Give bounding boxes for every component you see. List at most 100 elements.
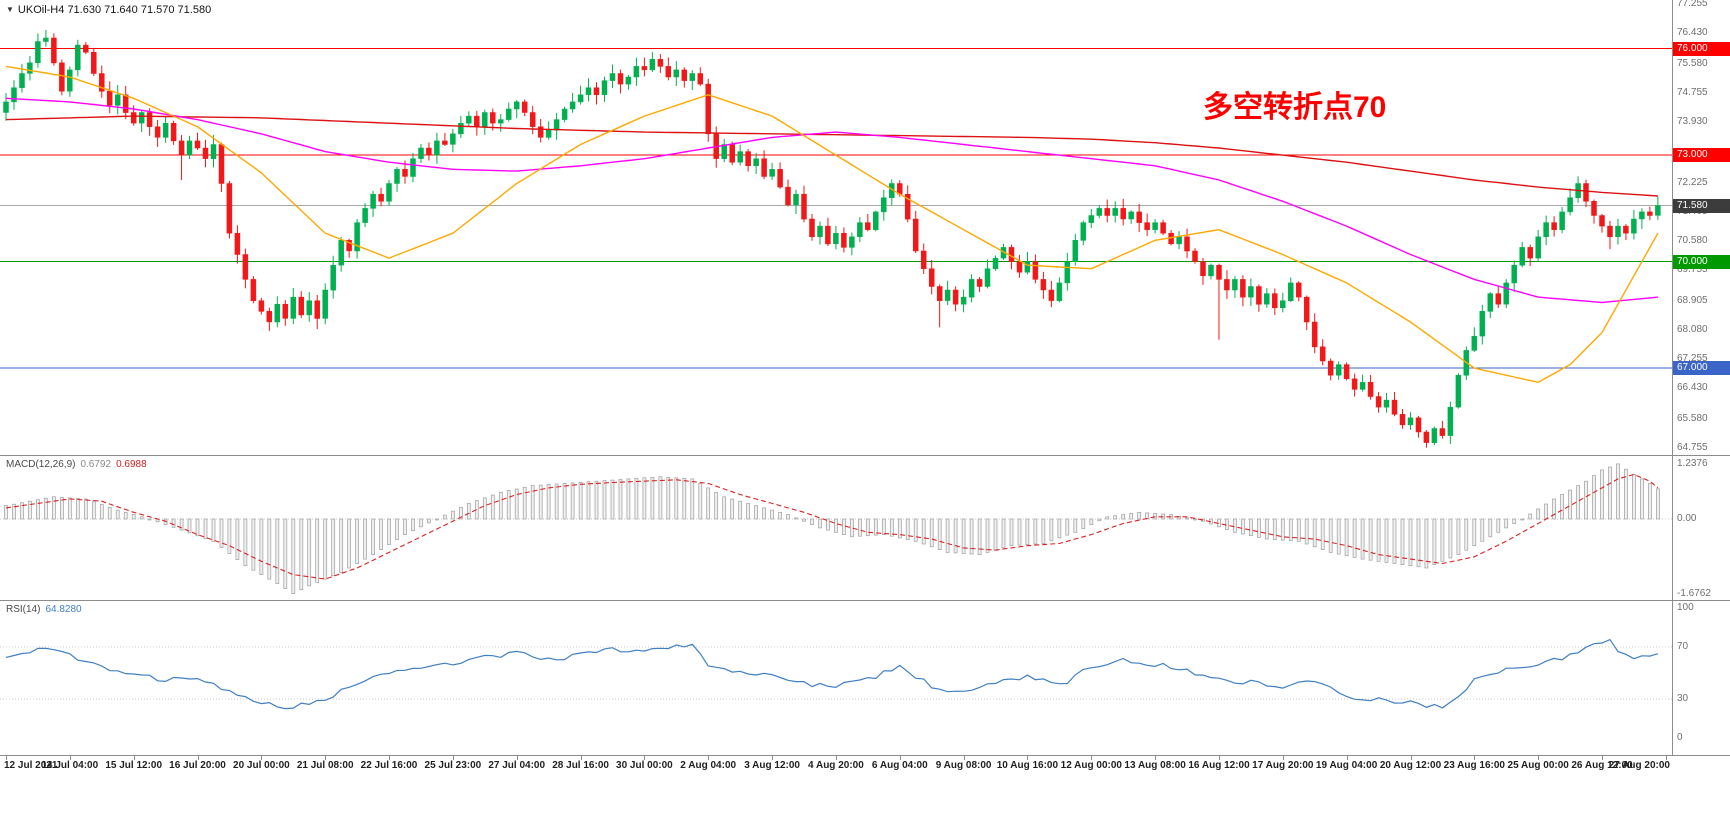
time-axis-label: 27 Aug 20:00	[1608, 760, 1670, 771]
time-tick-mark	[389, 756, 390, 760]
rsi-value: 64.8280	[45, 604, 82, 615]
level-price-badge-76.000: 76.000	[1673, 41, 1730, 56]
price-tick-label: 65.580	[1677, 412, 1708, 424]
price-tick-label: 68.080	[1677, 323, 1708, 335]
time-axis-label: 17 Aug 20:00	[1252, 760, 1314, 771]
time-axis-label: 10 Aug 16:00	[996, 760, 1059, 771]
price-tick-label: 74.755	[1677, 86, 1708, 98]
time-tick-mark	[963, 756, 965, 760]
chevron-down-icon[interactable]: ▼	[6, 5, 14, 14]
time-tick-mark	[835, 756, 837, 760]
panel-separator[interactable]	[0, 600, 1730, 601]
time-axis-label: 9 Aug 08:00	[935, 760, 992, 771]
fast-ma-line	[5, 65, 1659, 384]
time-axis-label: 13 Aug 08:00	[1124, 760, 1186, 771]
rsi-panel-chart[interactable]	[0, 600, 1672, 755]
time-axis-label: 2 Aug 04:00	[680, 760, 737, 771]
price-tick-label: 73.930	[1677, 116, 1708, 128]
time-tick-mark	[1538, 756, 1540, 760]
rsi-label: RSI(14) 64.8280	[6, 604, 82, 615]
time-tick-mark	[1346, 756, 1348, 760]
time-axis-label: 20 Jul 00:00	[233, 760, 290, 771]
price-tick-label: 77.255	[1677, 0, 1708, 10]
price-tick-label: 75.580	[1677, 57, 1708, 69]
price-tick-label: 68.905	[1677, 294, 1708, 306]
chart-title: ▼ UKOil-H4 71.630 71.640 71.570 71.580	[6, 4, 211, 16]
rsi-tick-label: 30	[1677, 693, 1689, 704]
time-tick-mark	[1282, 756, 1284, 760]
macd-signal-line	[5, 473, 1659, 580]
macd-histogram	[4, 463, 1660, 594]
time-axis-label: 27 Jul 04:00	[488, 760, 546, 771]
time-tick-mark	[69, 756, 71, 760]
time-axis-label: 16 Jul 20:00	[169, 760, 226, 771]
price-axis[interactable]: 77.25576.43075.58074.75573.93072.22571.4…	[1672, 0, 1730, 755]
level-price-badge-70.000: 70.000	[1673, 254, 1730, 269]
price-tick-label: 69.755	[1677, 264, 1708, 276]
candlestick-chart[interactable]	[0, 0, 1672, 455]
macd-tick-label: -1.6762	[1677, 587, 1711, 599]
time-tick-mark	[1602, 756, 1603, 760]
time-axis-label: 30 Jul 00:00	[616, 760, 673, 771]
macd-tick-label: 0.00	[1677, 513, 1697, 524]
rsi-line	[5, 638, 1659, 710]
macd-label: MACD(12,26,9) 0.6792 0.6988	[6, 459, 147, 470]
time-tick-mark	[1027, 756, 1029, 760]
annotation-text: 多空转折点70	[1203, 91, 1387, 124]
panel-separator	[0, 755, 1730, 756]
time-axis-label: 20 Aug 12:00	[1379, 760, 1442, 771]
price-tick-label: 76.430	[1677, 27, 1708, 39]
price-tick-label: 67.255	[1677, 353, 1708, 365]
time-axis-label: 12 Jul 2021	[4, 760, 58, 771]
price-tick-label: 70.580	[1677, 235, 1708, 246]
slow-ma-line	[5, 115, 1658, 197]
current-price-badge: 71.580	[1673, 198, 1730, 213]
candles[interactable]	[3, 30, 1661, 448]
ohlc-values: 71.630 71.640 71.570 71.580	[67, 4, 212, 16]
time-tick-mark	[580, 756, 582, 760]
panel-separator[interactable]	[0, 455, 1730, 456]
time-axis-label: 6 Aug 04:00	[871, 760, 928, 771]
time-tick-mark	[325, 756, 327, 760]
time-axis-label: 3 Aug 12:00	[744, 760, 800, 771]
time-tick-mark	[1219, 756, 1220, 760]
time-tick-mark	[899, 756, 901, 760]
rsi-tick-label: 0	[1677, 732, 1683, 743]
time-tick-mark	[516, 756, 518, 760]
time-axis-label: 26 Aug 12:00	[1571, 760, 1633, 771]
symbol-timeframe-label: UKOil-H4	[17, 4, 65, 16]
time-tick-mark	[1474, 756, 1476, 760]
time-tick-mark	[708, 756, 710, 760]
time-tick-mark	[1665, 756, 1667, 760]
time-tick-mark	[1155, 756, 1157, 760]
time-axis-label: 25 Jul 23:00	[424, 760, 482, 771]
time-axis-label: 23 Aug 16:00	[1443, 760, 1505, 771]
price-tick-label: 66.430	[1677, 382, 1708, 394]
level-price-badge-67.000: 67.000	[1673, 361, 1730, 376]
time-tick-mark	[6, 756, 7, 760]
time-tick-mark	[197, 756, 199, 760]
time-axis-label: 16 Aug 12:00	[1188, 760, 1250, 771]
rsi-tick-label: 100	[1677, 602, 1694, 613]
macd-signal-value: 0.6988	[116, 459, 147, 470]
macd-main-value: 0.6792	[80, 459, 112, 470]
macd-panel-chart[interactable]	[0, 455, 1672, 600]
price-tick-label: 64.755	[1677, 441, 1708, 453]
time-tick-mark	[644, 756, 646, 760]
macd-indicator-name: MACD(12,26,9)	[6, 459, 76, 470]
rsi-tick-label: 70	[1677, 641, 1689, 652]
time-tick-mark	[133, 756, 135, 760]
time-tick-mark	[1410, 756, 1412, 760]
level-price-badge-73.000: 73.000	[1673, 148, 1730, 163]
time-tick-mark	[1091, 756, 1093, 760]
time-axis-label: 12 Aug 00:00	[1060, 760, 1122, 771]
time-axis-label: 28 Jul 16:00	[552, 760, 609, 771]
time-axis-label: 19 Aug 04:00	[1315, 760, 1378, 771]
time-tick-mark	[261, 756, 263, 760]
time-axis-label: 15 Jul 12:00	[105, 760, 163, 771]
time-tick-mark	[772, 756, 774, 760]
time-axis-label: 14 Jul 04:00	[41, 760, 99, 771]
time-axis-label: 4 Aug 20:00	[808, 760, 864, 771]
mid-ma-line	[5, 97, 1658, 304]
